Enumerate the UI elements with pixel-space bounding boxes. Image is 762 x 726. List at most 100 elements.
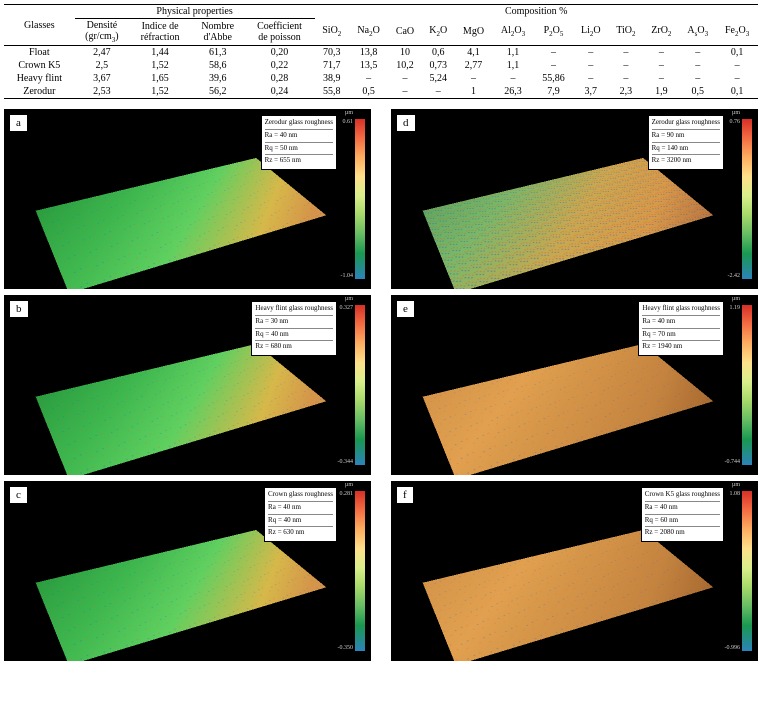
colorbar-unit: µm: [732, 296, 740, 302]
cell: 1,52: [129, 85, 191, 99]
sub-h: Na2O: [349, 19, 388, 46]
cell: –: [679, 46, 716, 60]
cell: 3,67: [75, 72, 129, 85]
colorbar-unit: µm: [345, 110, 353, 116]
sub-h: Coefficientde poisson: [244, 19, 314, 46]
cell: 58,6: [191, 59, 244, 72]
colorbar-unit: µm: [732, 110, 740, 116]
cell: 1,52: [129, 59, 191, 72]
sub-h: Fe2O3: [716, 19, 758, 46]
cell: –: [716, 59, 758, 72]
cell: –: [608, 59, 643, 72]
glass-properties-table: Glasses Physical properties Composition …: [4, 4, 758, 99]
cell: –: [643, 46, 679, 60]
panel-label: f: [397, 487, 413, 503]
cell: 13,5: [349, 59, 388, 72]
panel-label: b: [10, 301, 28, 317]
col-glasses: Glasses: [4, 5, 75, 46]
sub-h: P2O5: [534, 19, 573, 46]
sub-h: Li2O: [573, 19, 608, 46]
row-name: Crown K5: [4, 59, 75, 72]
cell: 70,3: [315, 46, 350, 60]
cell: 0,24: [244, 85, 314, 99]
cell: –: [643, 59, 679, 72]
colorbar-unit: µm: [345, 296, 353, 302]
colorbar: [355, 305, 365, 465]
cell: 55,86: [534, 72, 573, 85]
cell: 0,5: [349, 85, 388, 99]
colorbar-max: 0.327: [340, 305, 354, 311]
cell: 3,7: [573, 85, 608, 99]
sub-h: TiO2: [608, 19, 643, 46]
sub-h: Densité(gr/cm3): [75, 19, 129, 46]
colorbar-max: 1.08: [730, 491, 741, 497]
colorbar-min: -0.344: [338, 459, 354, 465]
cell: 38,9: [315, 72, 350, 85]
colorbar: [742, 119, 752, 279]
surface-panel-d: dZerodur glass roughnessRa = 90 nmRq = 1…: [391, 109, 758, 289]
cell: –: [608, 72, 643, 85]
row-name: Heavy flint: [4, 72, 75, 85]
surface-panel-f: f Crown K5 glass roughnessRa = 40 nmRq = …: [391, 481, 758, 661]
cell: 0,20: [244, 46, 314, 60]
cell: –: [608, 46, 643, 60]
sub-h: ZrO2: [643, 19, 679, 46]
cell: –: [679, 72, 716, 85]
cell: 13,8: [349, 46, 388, 60]
sub-h: Indice deréfraction: [129, 19, 191, 46]
panel-label: c: [10, 487, 27, 503]
colorbar-min: -0.350: [338, 645, 354, 651]
surface-plot: [423, 158, 714, 289]
surface-panel-a: a Zerodur glass roughnessRa = 40 nmRq = 5…: [4, 109, 371, 289]
cell: 5,24: [422, 72, 455, 85]
row-name: Zerodur: [4, 85, 75, 99]
colorbar-unit: µm: [732, 482, 740, 488]
colorbar-max: 0.76: [730, 119, 741, 125]
cell: –: [573, 72, 608, 85]
cell: 0,6: [422, 46, 455, 60]
colorbar-max: 0.281: [340, 491, 354, 497]
cell: –: [492, 72, 534, 85]
cell: 56,2: [191, 85, 244, 99]
cell: 26,3: [492, 85, 534, 99]
roughness-legend: Zerodur glass roughnessRa = 40 nmRq = 50…: [261, 115, 337, 170]
colorbar: [742, 491, 752, 651]
cell: 4,1: [455, 46, 492, 60]
panel-label: a: [10, 115, 27, 131]
surface-panel-b: b Heavy flint glass roughnessRa = 30 nmRq…: [4, 295, 371, 475]
roughness-legend: Heavy flint glass roughnessRa = 40 nmRq …: [638, 301, 724, 356]
cell: –: [388, 72, 422, 85]
cell: 1,1: [492, 46, 534, 60]
cell: 2,47: [75, 46, 129, 60]
cell: –: [534, 59, 573, 72]
figure-grid: a Zerodur glass roughnessRa = 40 nmRq = 5…: [4, 109, 758, 661]
col-composition: Composition %: [315, 5, 759, 19]
col-physical: Physical properties: [75, 5, 315, 19]
cell: 2,5: [75, 59, 129, 72]
surface-plot: [36, 158, 327, 289]
cell: 0,1: [716, 46, 758, 60]
colorbar-min: -2.42: [728, 273, 741, 279]
cell: 7,9: [534, 85, 573, 99]
sub-h: AsO3: [679, 19, 716, 46]
roughness-legend: Crown glass roughnessRa = 40 nmRq = 40 n…: [264, 487, 337, 542]
cell: 10: [388, 46, 422, 60]
surface-plot: [423, 530, 714, 661]
surface-plot: [36, 530, 327, 661]
cell: 0,28: [244, 72, 314, 85]
roughness-legend: Heavy flint glass roughnessRa = 30 nmRq …: [251, 301, 337, 356]
colorbar-unit: µm: [345, 482, 353, 488]
row-name: Float: [4, 46, 75, 60]
panel-label: d: [397, 115, 415, 131]
cell: –: [573, 59, 608, 72]
colorbar-min: -0.744: [725, 459, 741, 465]
cell: 55,8: [315, 85, 350, 99]
sub-h: CaO: [388, 19, 422, 46]
cell: –: [679, 59, 716, 72]
cell: 61,3: [191, 46, 244, 60]
colorbar: [355, 491, 365, 651]
colorbar: [355, 119, 365, 279]
cell: 2,77: [455, 59, 492, 72]
cell: –: [349, 72, 388, 85]
roughness-legend: Crown K5 glass roughnessRa = 40 nmRq = 6…: [641, 487, 724, 542]
